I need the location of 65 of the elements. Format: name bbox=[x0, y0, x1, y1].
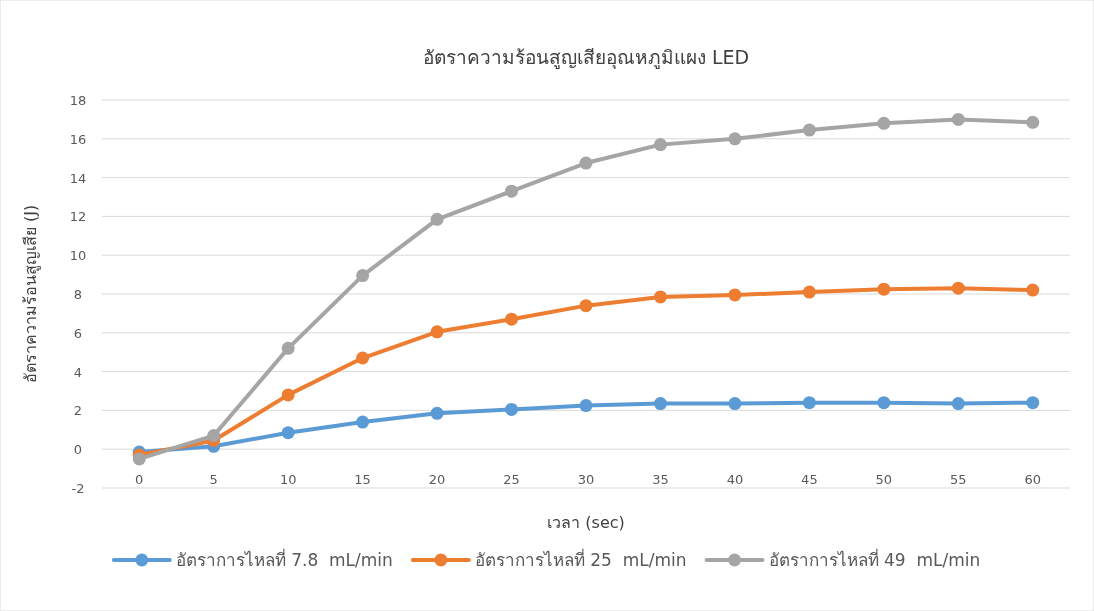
point bbox=[1026, 396, 1040, 410]
point bbox=[653, 397, 667, 411]
point bbox=[579, 156, 593, 170]
y-tick-label: 14 bbox=[69, 170, 87, 186]
point bbox=[877, 396, 891, 410]
y-tick-label: 6 bbox=[73, 325, 83, 341]
x-tick-label: 10 bbox=[279, 472, 297, 487]
x-tick-label: 55 bbox=[950, 472, 967, 487]
legend-label: อัตราการไหลที่ 49 mL/min bbox=[768, 548, 981, 570]
y-tick-label: 2 bbox=[73, 403, 83, 419]
y-tick-label: 16 bbox=[69, 131, 87, 147]
y-tick-label: -2 bbox=[71, 481, 85, 496]
y-tick-label: 10 bbox=[69, 248, 87, 264]
point bbox=[877, 116, 891, 130]
x-tick-label: 40 bbox=[726, 472, 744, 487]
point bbox=[1026, 283, 1040, 297]
y-tick-label: 4 bbox=[73, 364, 83, 380]
point bbox=[281, 388, 295, 402]
x-tick-label: 25 bbox=[503, 472, 520, 487]
y-tick-label: 12 bbox=[69, 209, 87, 225]
legend-label: อัตราการไหลที่ 25 mL/min bbox=[474, 548, 687, 570]
point bbox=[505, 402, 519, 416]
point bbox=[802, 123, 816, 137]
x-tick-label: 35 bbox=[652, 472, 669, 487]
point bbox=[579, 399, 593, 413]
x-tick-label: 30 bbox=[577, 472, 595, 487]
point bbox=[430, 212, 444, 226]
point bbox=[132, 452, 146, 466]
point bbox=[579, 299, 593, 313]
x-tick-label: 0 bbox=[135, 472, 144, 487]
point bbox=[728, 132, 742, 146]
point bbox=[728, 288, 742, 302]
legend-label: อัตราการไหลที่ 7.8 mL/min bbox=[175, 548, 393, 570]
point bbox=[728, 397, 742, 411]
chart-title: อัตราความร้อนสูญเสียอุณหภูมิแผง LED bbox=[422, 46, 750, 70]
x-tick-label: 45 bbox=[801, 472, 818, 487]
point bbox=[356, 351, 370, 365]
point bbox=[281, 341, 295, 355]
x-tick-label: 50 bbox=[875, 472, 893, 487]
x-tick-label: 60 bbox=[1024, 472, 1042, 487]
point bbox=[356, 269, 370, 283]
y-axis-title: อัตราความร้อนสูญเสีย (J) bbox=[21, 204, 41, 384]
point bbox=[430, 406, 444, 420]
x-axis-title: เวลา (sec) bbox=[547, 513, 625, 532]
point bbox=[281, 426, 295, 440]
point bbox=[951, 112, 965, 126]
point bbox=[802, 285, 816, 299]
point bbox=[430, 325, 444, 339]
point bbox=[653, 290, 667, 304]
point bbox=[802, 396, 816, 410]
point bbox=[356, 415, 370, 429]
y-tick-label: 18 bbox=[69, 93, 87, 108]
point bbox=[951, 281, 965, 295]
y-tick-label: 8 bbox=[73, 287, 83, 302]
x-tick-label: 20 bbox=[428, 472, 446, 487]
point bbox=[877, 282, 891, 296]
x-tick-label: 15 bbox=[354, 472, 371, 487]
point bbox=[207, 429, 221, 443]
point bbox=[1026, 115, 1040, 129]
point bbox=[505, 184, 519, 198]
point bbox=[505, 312, 519, 326]
point bbox=[653, 138, 667, 152]
point bbox=[951, 397, 965, 411]
x-tick-label: 5 bbox=[209, 472, 218, 487]
y-tick-label: 0 bbox=[73, 442, 83, 458]
